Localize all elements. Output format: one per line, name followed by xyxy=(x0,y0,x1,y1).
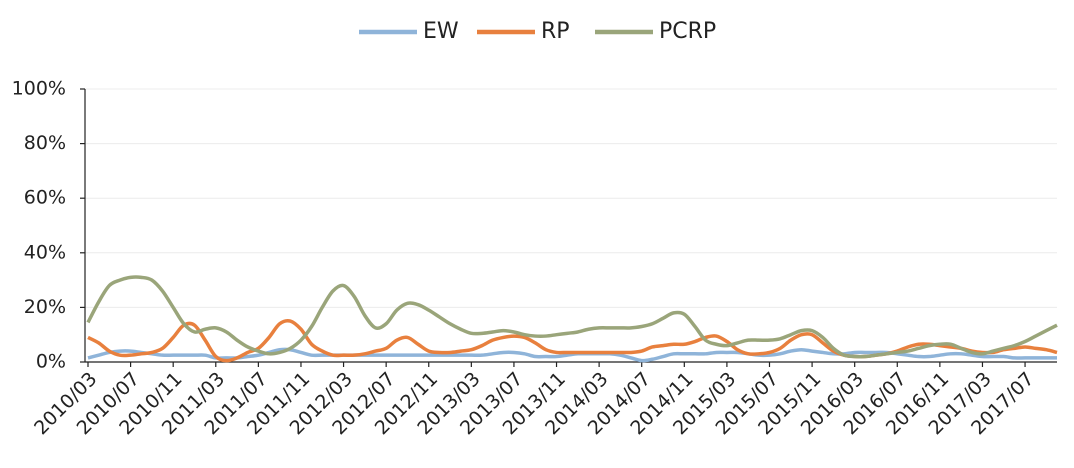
y-tick-label: 80% xyxy=(24,132,66,154)
y-tick-label: 100% xyxy=(12,78,66,100)
legend-label: RP xyxy=(541,19,570,44)
series-line xyxy=(86,275,1058,359)
y-tick-label: 60% xyxy=(24,187,66,209)
legend-label: EW xyxy=(423,19,459,44)
y-tick-label: 40% xyxy=(24,241,66,263)
y-tick-label: 0% xyxy=(36,351,66,373)
y-tick-label: 20% xyxy=(24,296,66,318)
legend-label: PCRP xyxy=(659,19,716,44)
